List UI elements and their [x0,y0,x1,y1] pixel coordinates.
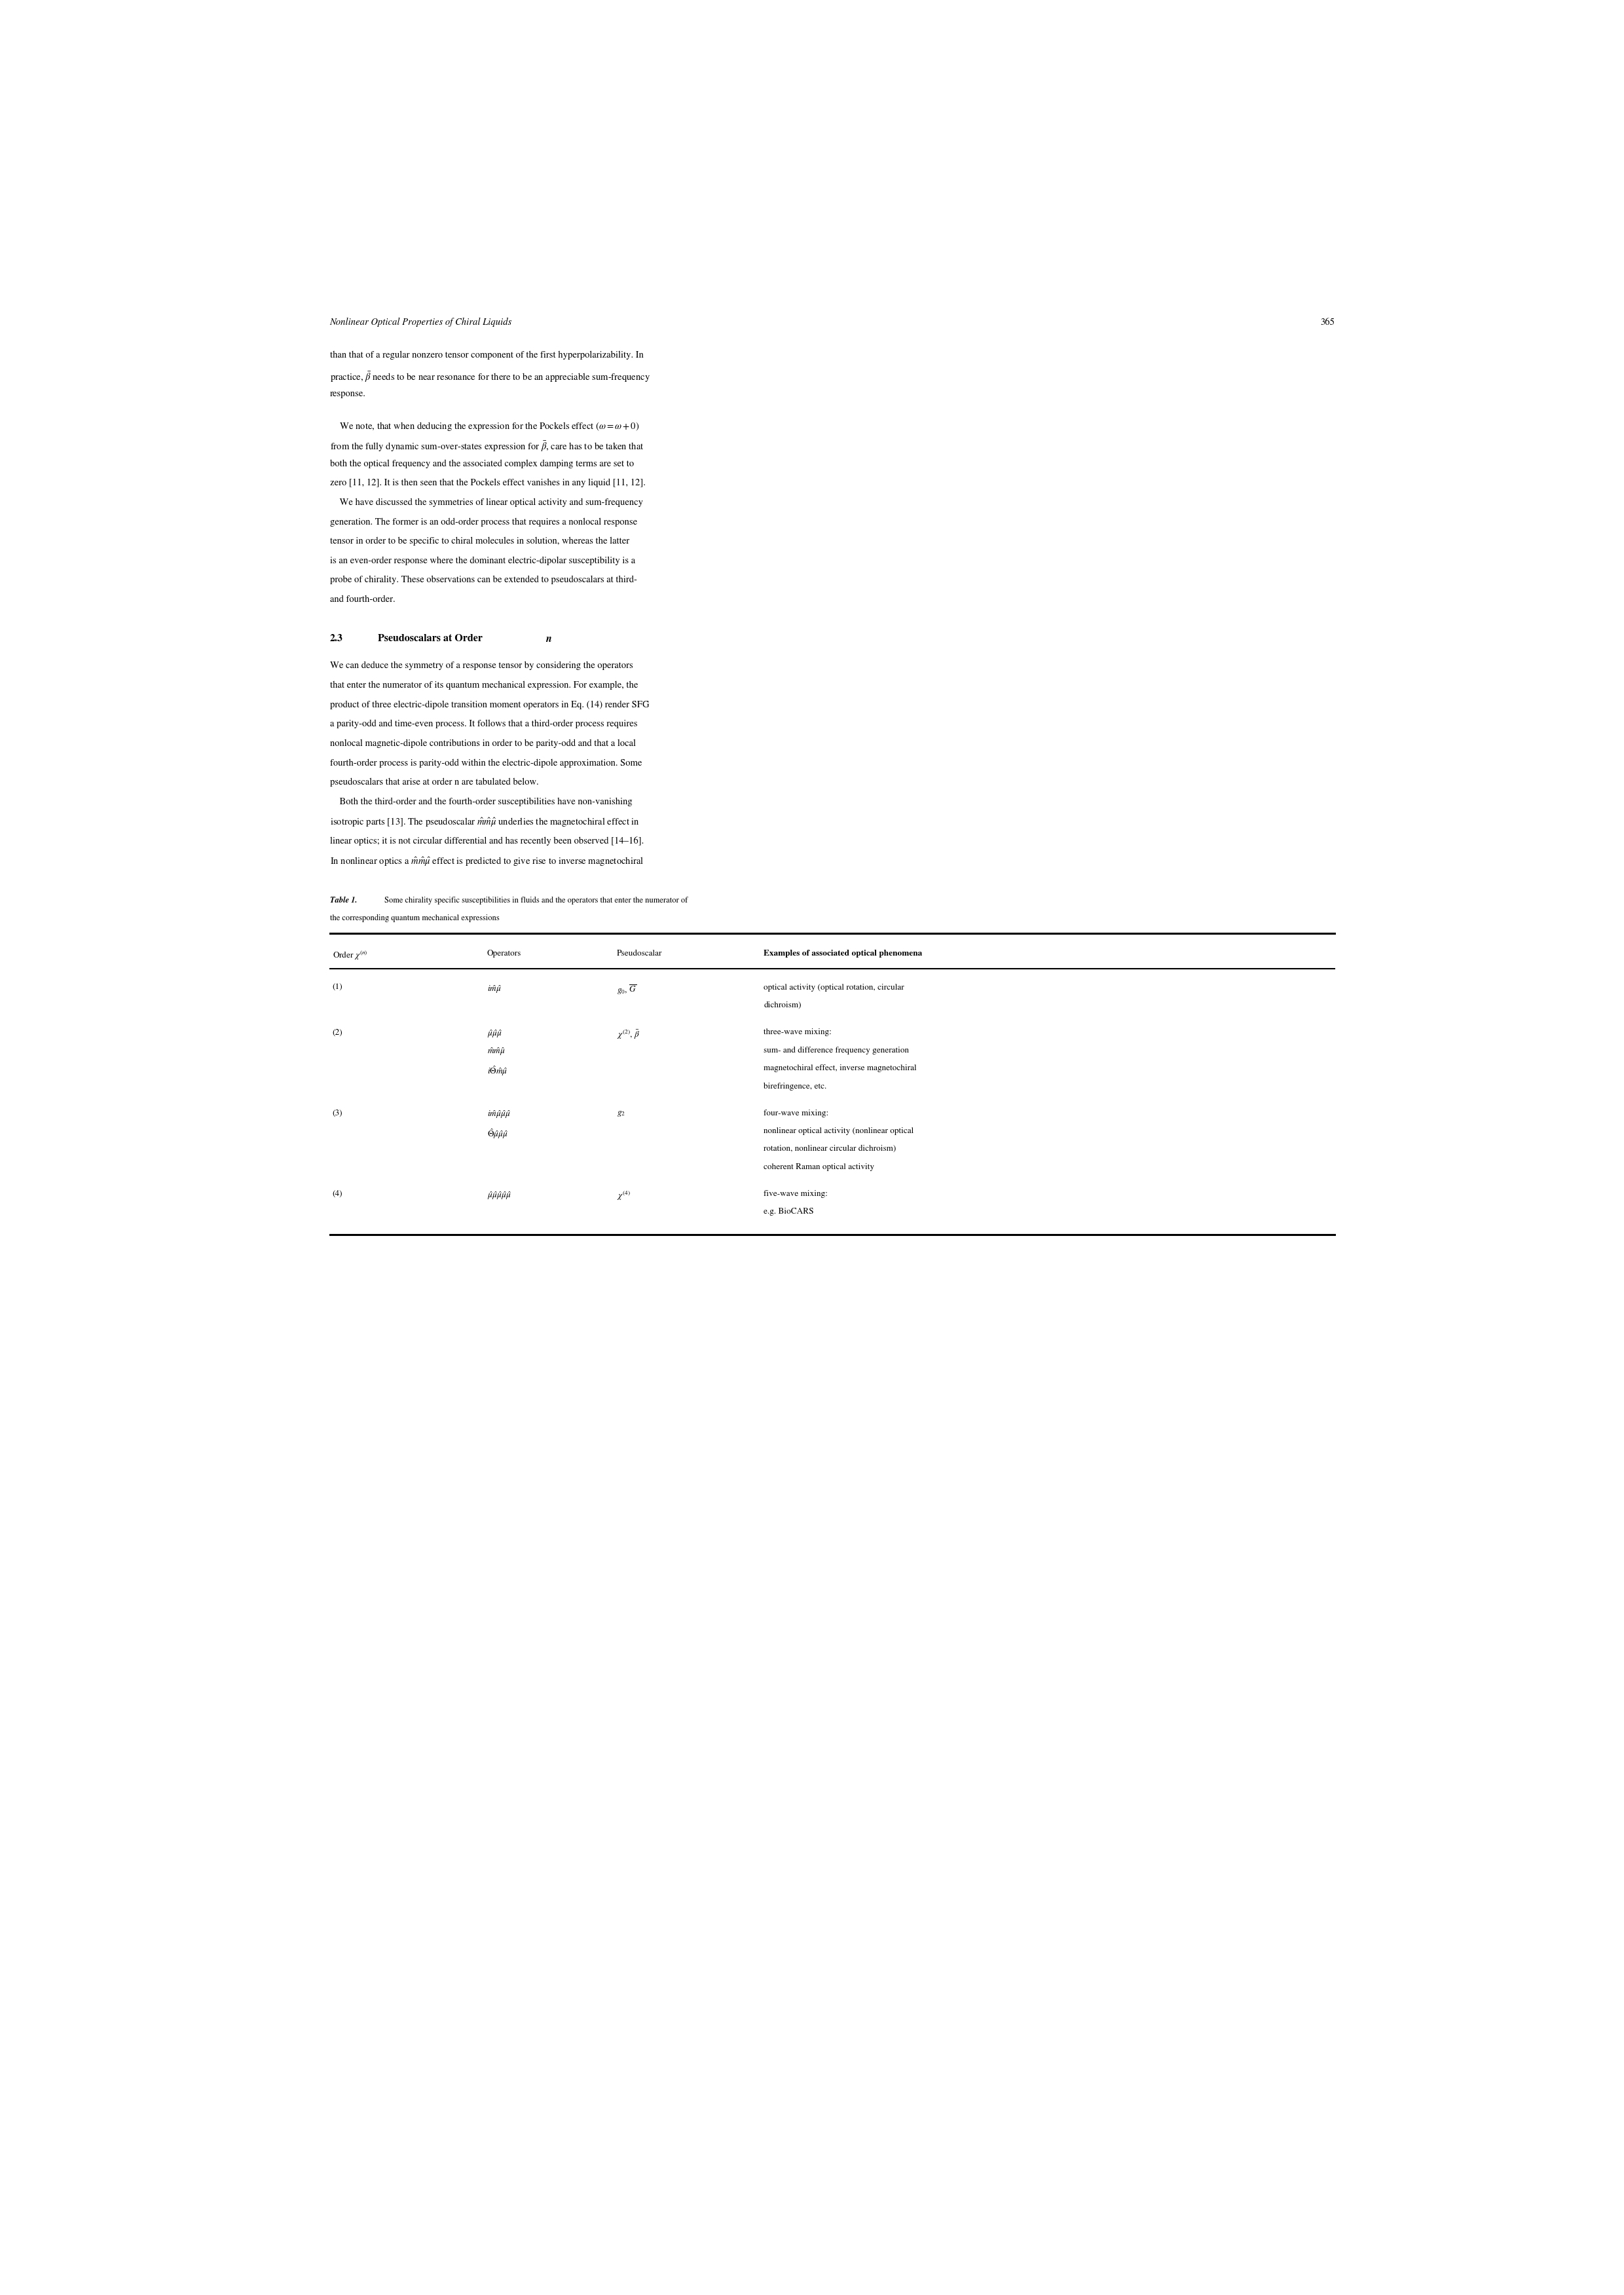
Text: We note, that when deducing the expression for the Pockels effect ($\omega = \om: We note, that when deducing the expressi… [330,420,640,431]
Text: Pseudoscalars at Order: Pseudoscalars at Order [378,633,486,643]
Text: n: n [546,633,552,645]
Text: $i\hat{m}\hat{\mu}\hat{\mu}\hat{\mu}$: $i\hat{m}\hat{\mu}\hat{\mu}\hat{\mu}$ [487,1108,512,1120]
Text: Some chirality specific susceptibilities in fluids and the operators that enter : Some chirality specific susceptibilities… [385,897,689,904]
Text: birefringence, etc.: birefringence, etc. [763,1083,827,1090]
Text: $\hat{m}\hat{m}\hat{\mu}$: $\hat{m}\hat{m}\hat{\mu}$ [487,1047,505,1058]
Text: We can deduce the symmetry of a response tensor by considering the operators: We can deduce the symmetry of a response… [330,661,633,670]
Text: practice, $\bar{\beta}$ needs to be near resonance for there to be an appreciabl: practice, $\bar{\beta}$ needs to be near… [330,369,650,383]
Text: $\chi^{(2)},\,\bar{\beta}$: $\chi^{(2)},\,\bar{\beta}$ [617,1028,640,1040]
Text: generation. The former is an odd-order process that requires a nonlocal response: generation. The former is an odd-order p… [330,519,637,526]
Text: tensor in order to be specific to chiral molecules in solution, whereas the latt: tensor in order to be specific to chiral… [330,537,628,546]
Text: Operators: Operators [487,950,521,957]
Text: Both the third-order and the fourth-order susceptibilities have non-vanishing: Both the third-order and the fourth-orde… [330,796,632,806]
Text: fourth-order process is parity-odd within the electric-dipole approximation. Som: fourth-order process is parity-odd withi… [330,760,641,767]
Text: probe of chirality. These observations can be extended to pseudoscalars at third: probe of chirality. These observations c… [330,576,637,585]
Text: coherent Raman optical activity: coherent Raman optical activity [763,1164,874,1170]
Text: nonlocal magnetic-dipole contributions in order to be parity-odd and that a loca: nonlocal magnetic-dipole contributions i… [330,739,635,748]
Text: (3): (3) [333,1108,343,1118]
Text: four-wave mixing:: four-wave mixing: [763,1108,828,1118]
Text: 2.3: 2.3 [330,633,343,643]
Text: is an even-order response where the dominant electric-dipolar susceptibility is : is an even-order response where the domi… [330,555,635,565]
Text: (1): (1) [333,985,343,991]
Text: (4): (4) [333,1191,343,1198]
Text: and fourth-order.: and fourth-order. [330,594,395,604]
Text: isotropic parts [13]. The pseudoscalar $\hat{m}\hat{m}\hat{\mu}$ underlies the m: isotropic parts [13]. The pseudoscalar $… [330,817,640,828]
Text: a parity-odd and time-even process. It follows that a third-order process requir: a parity-odd and time-even process. It f… [330,721,637,728]
Text: $g_0,\,\overline{G}$: $g_0,\,\overline{G}$ [617,985,637,996]
Text: We have discussed the symmetries of linear optical activity and sum-frequency: We have discussed the symmetries of line… [330,498,643,507]
Text: $\chi^{(4)}$: $\chi^{(4)}$ [617,1191,630,1203]
Text: 365: 365 [1320,317,1335,326]
Text: Examples of associated optical phenomena: Examples of associated optical phenomena [763,950,922,957]
Text: Pseudoscalar: Pseudoscalar [617,950,663,957]
Text: (2): (2) [333,1028,343,1037]
Text: Nonlinear Optical Properties of Chiral Liquids: Nonlinear Optical Properties of Chiral L… [330,317,512,328]
Text: than that of a regular nonzero tensor component of the first hyperpolarizability: than that of a regular nonzero tensor co… [330,351,643,360]
Text: the corresponding quantum mechanical expressions: the corresponding quantum mechanical exp… [330,913,499,923]
Text: response.: response. [330,390,365,397]
Text: e.g. BioCARS: e.g. BioCARS [763,1207,814,1216]
Text: $g_2$: $g_2$ [617,1108,625,1118]
Text: zero [11, 12]. It is then seen that the Pockels effect vanishes in any liquid [1: zero [11, 12]. It is then seen that the … [330,480,645,487]
Text: $i\hat{\Theta}\hat{m}\hat{\mu}$: $i\hat{\Theta}\hat{m}\hat{\mu}$ [487,1065,508,1076]
Text: optical activity (optical rotation, circular: optical activity (optical rotation, circ… [763,985,905,991]
Text: magnetochiral effect, inverse magnetochiral: magnetochiral effect, inverse magnetochi… [763,1065,918,1072]
Text: $i\hat{m}\hat{\mu}$: $i\hat{m}\hat{\mu}$ [487,985,502,994]
Text: linear optics; it is not circular differential and has recently been observed [1: linear optics; it is not circular differ… [330,835,643,845]
Text: sum- and difference frequency generation: sum- and difference frequency generation [763,1047,909,1056]
Text: five-wave mixing:: five-wave mixing: [763,1191,828,1198]
Text: from the fully dynamic sum-over-states expression for $\bar{\beta}$, care has to: from the fully dynamic sum-over-states e… [330,441,645,454]
Text: rotation, nonlinear circular dichroism): rotation, nonlinear circular dichroism) [763,1145,896,1152]
Text: product of three electric-dipole transition moment operators in Eq. (14) render : product of three electric-dipole transit… [330,700,650,709]
Text: Order $\chi^{(n)}$: Order $\chi^{(n)}$ [333,950,367,962]
Text: $\hat{\Theta}\hat{\mu}\hat{\mu}\hat{\mu}$: $\hat{\Theta}\hat{\mu}\hat{\mu}\hat{\mu}… [487,1127,508,1141]
Text: three-wave mixing:: three-wave mixing: [763,1028,831,1037]
Text: dichroism): dichroism) [763,1001,802,1010]
Text: $\hat{\mu}\hat{\mu}\hat{\mu}$: $\hat{\mu}\hat{\mu}\hat{\mu}$ [487,1028,502,1040]
Text: that enter the numerator of its quantum mechanical expression. For example, the: that enter the numerator of its quantum … [330,682,638,691]
Text: pseudoscalars that arise at order n are tabulated below.: pseudoscalars that arise at order n are … [330,778,539,787]
Text: $\hat{\mu}\hat{\mu}\hat{\mu}\hat{\mu}\hat{\mu}$: $\hat{\mu}\hat{\mu}\hat{\mu}\hat{\mu}\ha… [487,1191,512,1200]
Text: In nonlinear optics a $\hat{m}\hat{m}\hat{\mu}$ effect is predicted to give rise: In nonlinear optics a $\hat{m}\hat{m}\ha… [330,856,643,868]
Text: both the optical frequency and the associated complex damping terms are set to: both the optical frequency and the assoc… [330,459,633,468]
Text: nonlinear optical activity (nonlinear optical: nonlinear optical activity (nonlinear op… [763,1127,914,1136]
Text: Table 1.: Table 1. [330,897,357,904]
